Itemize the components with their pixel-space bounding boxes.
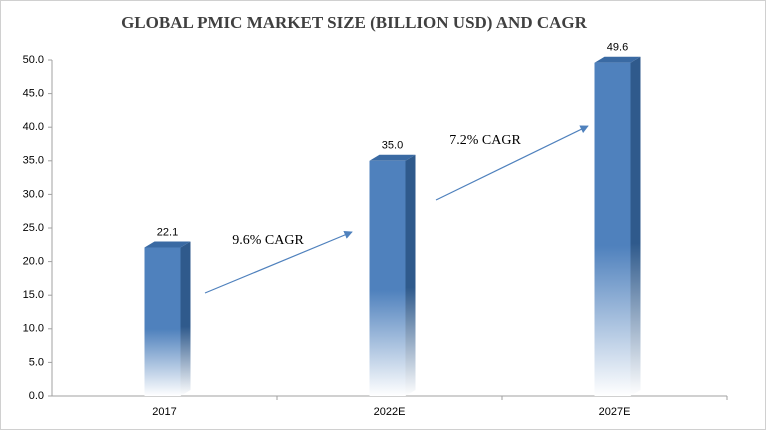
y-tick-label: 15.0 — [23, 289, 44, 301]
value-label: 35.0 — [382, 140, 403, 152]
bar-side — [630, 56, 641, 397]
y-tick-label: 30.0 — [23, 188, 44, 200]
annotation: 7.2% CAGR — [449, 133, 521, 148]
x-tick-label: 2027E — [599, 406, 631, 418]
chart-title: GLOBAL PMIC MARKET SIZE (BILLION USD) AN… — [121, 13, 588, 32]
annotation: 9.6% CAGR — [232, 233, 304, 248]
y-tick-label: 10.0 — [23, 323, 44, 335]
x-tick-label: 2022E — [374, 406, 406, 418]
bar-top — [594, 56, 641, 63]
y-tick-label: 0.0 — [29, 390, 44, 402]
value-label: 22.1 — [157, 226, 178, 238]
bar — [594, 62, 631, 397]
y-tick-label: 50.0 — [23, 54, 44, 66]
bar — [144, 247, 181, 396]
bar-side — [180, 241, 191, 396]
y-tick-label: 25.0 — [23, 222, 44, 234]
y-tick-label: 40.0 — [23, 121, 44, 133]
cagr-arrow — [204, 231, 353, 294]
bar-side — [405, 154, 416, 396]
bar-top — [144, 241, 191, 248]
bar-top — [369, 154, 416, 161]
x-tick-label: 2017 — [152, 406, 176, 418]
y-tick-label: 20.0 — [23, 256, 44, 268]
y-tick-label: 5.0 — [29, 356, 44, 368]
y-tick-label: 35.0 — [23, 155, 44, 167]
bar — [369, 160, 406, 396]
value-label: 49.6 — [607, 42, 628, 54]
y-tick-label: 45.0 — [23, 88, 44, 100]
cagr-arrow — [435, 125, 589, 201]
